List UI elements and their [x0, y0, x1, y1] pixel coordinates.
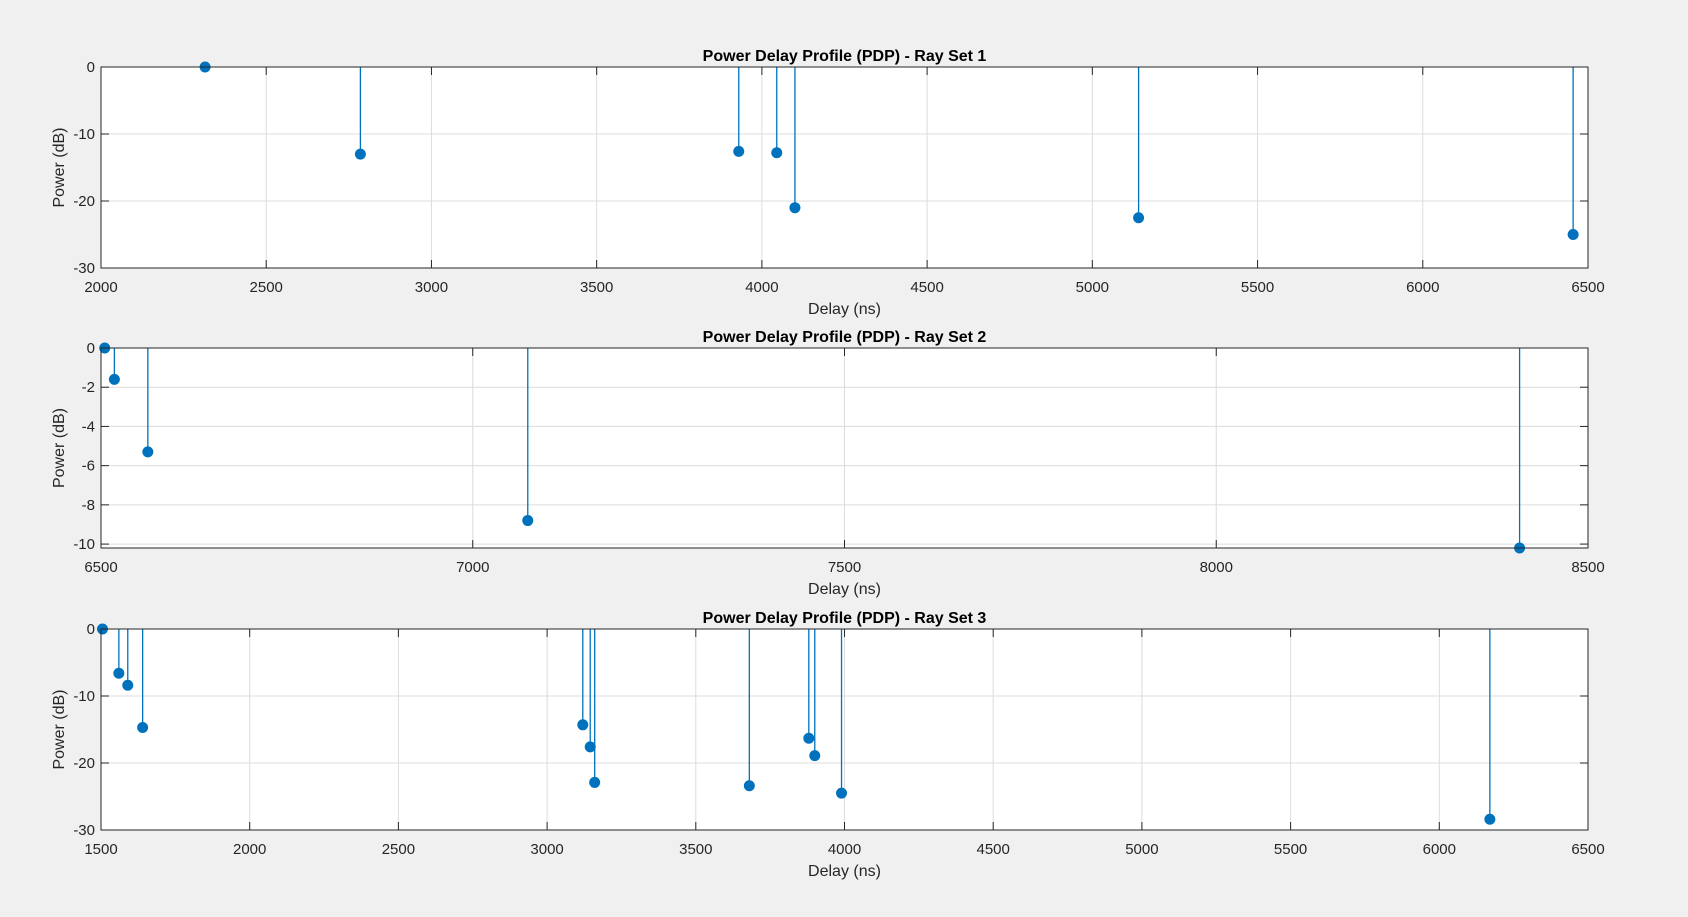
y-tick-label: -20	[73, 193, 95, 210]
x-tick-label: 6000	[1423, 841, 1456, 858]
x-axis-label: Delay (ns)	[808, 581, 881, 598]
x-tick-label: 8000	[1200, 559, 1233, 576]
stem-marker	[803, 732, 815, 744]
stem-marker	[122, 679, 134, 691]
x-tick-label: 5000	[1076, 279, 1109, 296]
stem-marker	[137, 721, 149, 733]
y-tick-label: 0	[87, 340, 95, 357]
stem-marker	[836, 787, 848, 799]
x-tick-label: 5500	[1241, 279, 1274, 296]
axes-box	[100, 66, 1589, 269]
stem-marker	[1133, 212, 1145, 224]
x-tick-label: 7500	[828, 559, 861, 576]
y-axis-label: Power (dB)	[51, 127, 68, 207]
stem-marker	[809, 750, 821, 762]
x-tick-label: 4500	[910, 279, 943, 296]
stem-marker	[354, 148, 366, 160]
y-tick-label: -30	[73, 822, 95, 839]
stem-marker	[771, 147, 783, 159]
y-tick-label: -6	[82, 458, 95, 475]
y-tick-label: -8	[82, 497, 95, 514]
stem-marker	[577, 719, 589, 731]
x-tick-label: 2000	[84, 279, 117, 296]
y-axis-label: Power (dB)	[51, 408, 68, 488]
stem-marker	[789, 202, 801, 214]
y-axis-label: Power (dB)	[51, 689, 68, 769]
x-tick-label: 2500	[382, 841, 415, 858]
chart-title: Power Delay Profile (PDP) - Ray Set 3	[703, 610, 987, 627]
subplot-ray-set-3: 1500 2000 2500 3000 3500 4000 4500 5000 5500 6000…	[51, 610, 1605, 880]
y-tick-label: -10	[73, 688, 95, 705]
x-tick-label: 6000	[1406, 279, 1439, 296]
y-tick-label: -30	[73, 260, 95, 277]
stem-marker	[522, 515, 534, 527]
x-tick-label: 8500	[1571, 559, 1604, 576]
x-tick-label: 4000	[828, 841, 861, 858]
x-tick-label: 6500	[84, 559, 117, 576]
x-tick-label: 2500	[250, 279, 283, 296]
x-tick-label: 5500	[1274, 841, 1307, 858]
stem-marker	[1567, 229, 1579, 240]
stem-marker	[142, 446, 154, 458]
x-tick-label: 3500	[580, 279, 613, 296]
stem-marker	[108, 373, 120, 385]
x-axis-label: Delay (ns)	[808, 301, 881, 318]
stem-marker	[584, 741, 596, 753]
x-tick-label: 4000	[745, 279, 778, 296]
y-tick-label: -10	[73, 126, 95, 143]
y-tick-label: 0	[87, 621, 95, 638]
x-tick-label: 6500	[1571, 841, 1604, 858]
x-tick-label: 6500	[1571, 279, 1604, 296]
x-tick-label: 3000	[415, 279, 448, 296]
y-tick-label: -10	[73, 536, 95, 553]
x-tick-label: 2000	[233, 841, 266, 858]
stem-marker	[1484, 813, 1496, 825]
stem-marker	[113, 667, 125, 679]
chart-title: Power Delay Profile (PDP) - Ray Set 2	[703, 329, 987, 346]
y-tick-label: -2	[82, 379, 95, 396]
plot-area	[101, 67, 1588, 268]
stem-marker	[743, 780, 755, 792]
x-tick-label: 3500	[679, 841, 712, 858]
subplot-ray-set-1: 2000 2500 3000 3500 4000 4500 5000 5500 6000 6500…	[51, 48, 1605, 318]
y-tick-label: -20	[73, 755, 95, 772]
x-axis-label: Delay (ns)	[808, 863, 881, 880]
x-tick-label: 3000	[530, 841, 563, 858]
y-tick-label: -4	[82, 418, 95, 435]
stem-marker	[589, 776, 601, 788]
y-tick-label: 0	[87, 59, 95, 76]
x-tick-label: 4500	[977, 841, 1010, 858]
x-tick-label: 5000	[1125, 841, 1158, 858]
chart-title: Power Delay Profile (PDP) - Ray Set 1	[703, 48, 987, 65]
stem-marker	[733, 145, 745, 157]
subplot-ray-set-2: 6500 7000 7500 8000 8500 -10 -8 -6 -4 -2 0 Power De…	[51, 329, 1605, 598]
x-tick-label: 1500	[84, 841, 117, 858]
x-tick-label: 7000	[456, 559, 489, 576]
